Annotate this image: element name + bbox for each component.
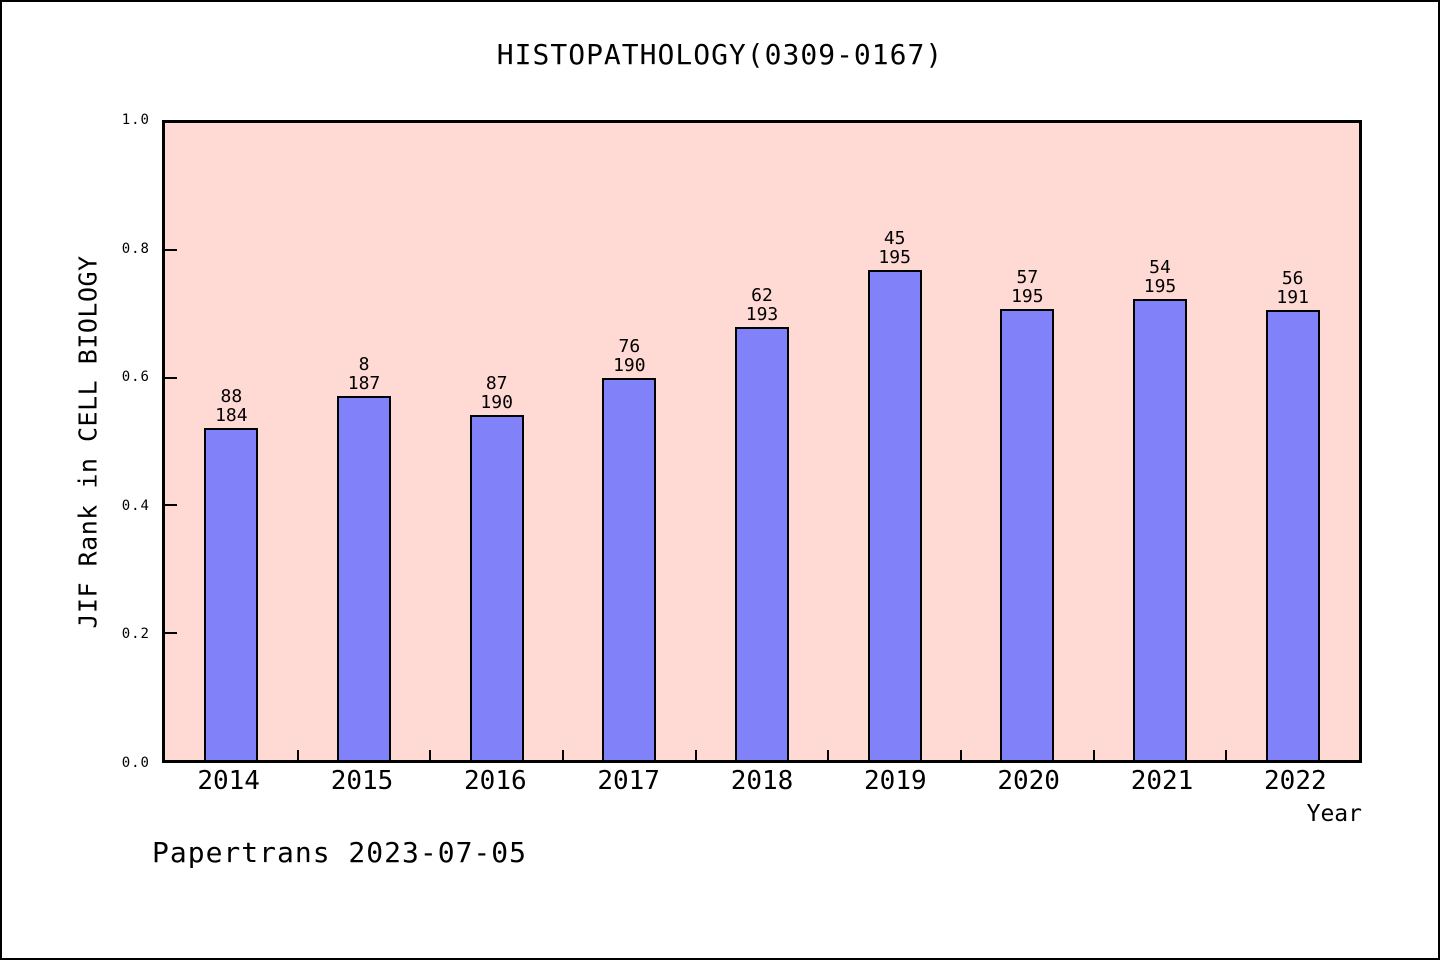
bar-total-value: 193 (745, 304, 779, 326)
y-tick-label: 0.0 (121, 755, 150, 771)
x-axis-tick-labels: 2014 2015 2016 2017 2018 2019 2020 2021 2022 (162, 766, 1362, 798)
x-tick-mark (296, 750, 299, 760)
bar (204, 427, 259, 760)
bar (1000, 309, 1055, 760)
x-tick-mark (1092, 750, 1095, 760)
bar-rank-value: 8 (358, 353, 370, 375)
bar-value-label: 8 187 (294, 355, 434, 393)
bar-value-label: 57 195 (957, 268, 1097, 306)
y-tick-mark (165, 631, 177, 634)
x-tick-mark (429, 750, 432, 760)
bar (1265, 309, 1320, 760)
bar-rank-value: 54 (1149, 257, 1171, 279)
y-tick-mark (165, 249, 177, 252)
bar-value-label: 62 193 (692, 286, 832, 324)
bar (1133, 299, 1187, 760)
bar-total-value: 187 (347, 372, 381, 394)
bar-total-value: 190 (613, 354, 646, 376)
y-tick-label: 1.0 (121, 112, 150, 128)
x-tick-label: 2014 (197, 766, 260, 796)
bar-total-value: 195 (1143, 276, 1177, 298)
chart-title: HISTOPATHOLOGY(0309-0167) (496, 38, 944, 71)
y-tick-mark (165, 504, 177, 507)
x-tick-label: 2016 (464, 766, 527, 796)
bar-total-value: 191 (1276, 286, 1309, 308)
y-axis-label: JIF Rank in CELL BIOLOGY (73, 255, 103, 629)
y-tick-label: 0.4 (121, 497, 150, 514)
bar (469, 414, 524, 760)
x-axis-label: Year (1306, 801, 1362, 827)
x-tick-label: 2018 (730, 766, 794, 796)
bar (867, 270, 922, 760)
y-tick-mark (165, 376, 177, 379)
x-tick-label: 2015 (330, 766, 394, 796)
x-tick-mark (827, 750, 830, 760)
y-axis-tick-labels: 0.0 0.2 0.4 0.6 0.8 1.0 (102, 112, 156, 771)
x-tick-label: 2020 (997, 766, 1060, 796)
x-tick-label: 2022 (1264, 766, 1327, 796)
bar-value-label: 76 190 (559, 337, 699, 375)
plot-area: 88 184 8 187 87 190 76 190 62 193 45 195… (162, 120, 1362, 763)
bar (735, 327, 789, 760)
bar-value-label: 45 195 (825, 229, 965, 267)
bar (602, 377, 657, 760)
bar-total-value: 195 (878, 247, 911, 269)
bar (337, 395, 391, 760)
bar-rank-value: 62 (751, 285, 773, 307)
bar-rank-value: 88 (220, 385, 243, 407)
x-tick-mark (960, 750, 962, 760)
watermark-text: Papertrans 2023-07-05 (152, 836, 528, 869)
bar-rank-value: 87 (485, 372, 508, 394)
bar-rank-value: 45 (883, 228, 906, 250)
x-tick-mark (562, 750, 564, 760)
bar-value-label: 88 184 (161, 387, 301, 425)
bar-total-value: 184 (215, 404, 248, 426)
bar-value-label: 87 190 (427, 374, 567, 412)
y-tick-label: 0.6 (121, 369, 150, 386)
bar-value-label: 54 195 (1090, 258, 1230, 296)
x-tick-label: 2019 (864, 766, 927, 796)
x-tick-label: 2021 (1130, 766, 1194, 796)
y-tick-label: 0.8 (121, 240, 150, 257)
bar-rank-value: 56 (1281, 267, 1304, 289)
x-tick-mark (1225, 750, 1228, 760)
bar-total-value: 195 (1011, 286, 1044, 308)
bar-rank-value: 57 (1016, 267, 1039, 289)
bar-rank-value: 76 (618, 335, 641, 357)
x-tick-label: 2017 (597, 766, 660, 796)
y-tick-label: 0.2 (121, 626, 150, 643)
bar-total-value: 190 (480, 391, 513, 413)
x-tick-mark (694, 750, 697, 760)
bar-value-label: 56 191 (1223, 269, 1363, 307)
